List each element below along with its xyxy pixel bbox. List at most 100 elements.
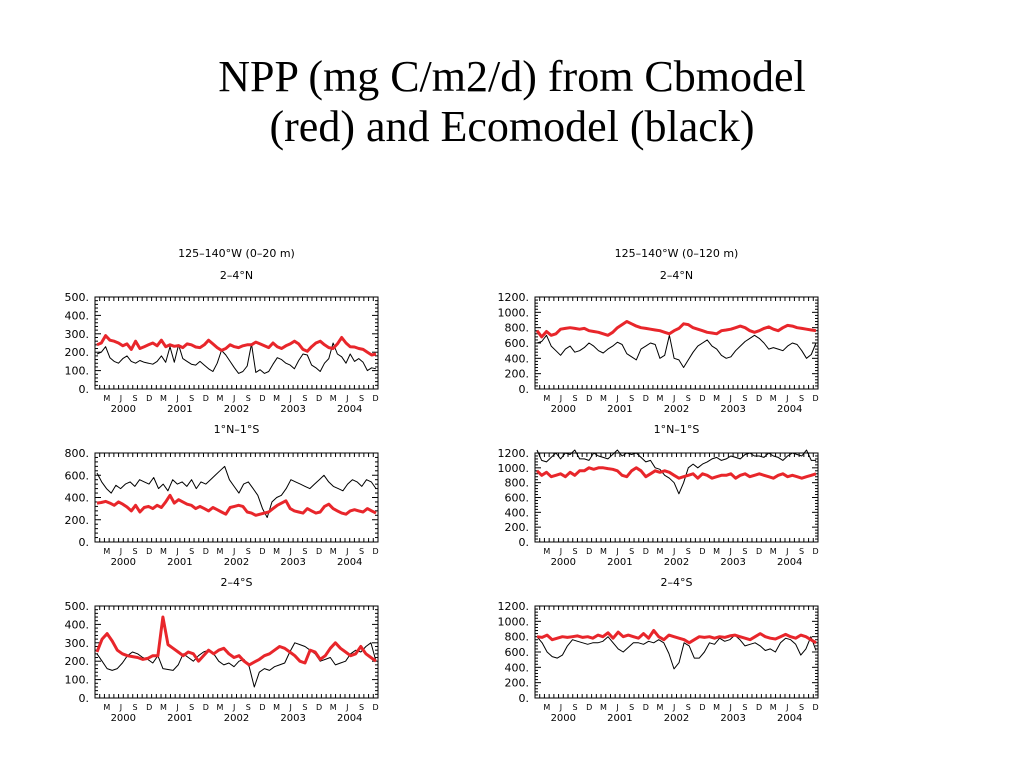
y-tick-label: 500. xyxy=(65,600,90,613)
year-label: 2004 xyxy=(337,557,362,568)
x-tick-label: J xyxy=(289,547,292,556)
year-label: 2000 xyxy=(111,713,136,724)
year-label: 2003 xyxy=(720,713,745,724)
year-label: 2003 xyxy=(280,713,305,724)
x-tick-label: S xyxy=(742,394,747,403)
x-tick-label: D xyxy=(643,394,649,403)
x-tick-label: M xyxy=(330,703,337,712)
x-tick-label: J xyxy=(672,547,675,556)
plot-frame xyxy=(94,605,379,699)
x-tick-label: S xyxy=(686,547,691,556)
y-tick-label: 400. xyxy=(65,492,90,505)
series-line-cbmodel xyxy=(96,334,377,357)
x-tick-label: D xyxy=(756,547,762,556)
x-tick-label: S xyxy=(246,703,251,712)
year-label: 2003 xyxy=(720,557,745,568)
x-tick-label: S xyxy=(189,547,194,556)
x-tick-label: J xyxy=(345,394,348,403)
x-tick-label: S xyxy=(359,547,364,556)
slide-title-line-1: NPP (mg C/m2/d) from Cbmodel xyxy=(218,52,806,101)
x-tick-label: J xyxy=(345,703,348,712)
x-tick-label: D xyxy=(203,547,209,556)
x-tick-label: S xyxy=(189,703,194,712)
y-tick-label: 600. xyxy=(65,469,90,482)
x-tick-label: M xyxy=(330,394,337,403)
y-tick-label: 800. xyxy=(505,631,530,644)
x-tick-label: J xyxy=(729,394,732,403)
x-tick-label: S xyxy=(189,394,194,403)
x-tick-label: J xyxy=(615,547,618,556)
x-tick-label: J xyxy=(615,394,618,403)
x-tick-label: S xyxy=(133,394,138,403)
x-tick-label: J xyxy=(232,394,235,403)
x-tick-label: J xyxy=(232,547,235,556)
x-tick-label: S xyxy=(573,394,578,403)
y-tick-label: 200. xyxy=(505,677,530,690)
x-tick-label: M xyxy=(273,703,280,712)
year-label: 2001 xyxy=(607,557,632,568)
x-tick-label: D xyxy=(813,703,819,712)
x-tick-label: D xyxy=(316,547,322,556)
x-tick-label: J xyxy=(785,547,788,556)
y-tick-label: 0. xyxy=(79,536,90,549)
x-tick-label: J xyxy=(175,703,178,712)
year-label: 2002 xyxy=(664,713,689,724)
year-label: 2004 xyxy=(777,404,802,415)
x-tick-label: M xyxy=(600,394,607,403)
year-label: 2003 xyxy=(720,404,745,415)
series-line-ecomodel xyxy=(96,342,377,374)
year-label: 2002 xyxy=(224,404,249,415)
x-tick-label: D xyxy=(586,703,592,712)
x-tick-label: M xyxy=(657,547,664,556)
x-tick-label: D xyxy=(756,703,762,712)
y-tick-label: 600. xyxy=(505,492,530,505)
x-tick-label: S xyxy=(742,703,747,712)
x-tick-label: D xyxy=(373,703,379,712)
x-tick-label: S xyxy=(133,703,138,712)
series-line-ecomodel xyxy=(96,465,377,518)
year-label: 2004 xyxy=(337,404,362,415)
x-tick-label: M xyxy=(160,547,167,556)
x-tick-label: D xyxy=(259,547,265,556)
x-tick-label: D xyxy=(756,394,762,403)
y-tick-label: 400. xyxy=(65,618,90,631)
year-label: 2004 xyxy=(337,713,362,724)
y-tick-label: 0. xyxy=(519,536,530,549)
year-label: 2000 xyxy=(551,713,576,724)
x-tick-label: J xyxy=(119,547,122,556)
y-tick-label: 300. xyxy=(65,328,90,341)
x-tick-label: D xyxy=(146,547,152,556)
year-label: 2000 xyxy=(551,404,576,415)
x-tick-label: M xyxy=(543,547,550,556)
y-tick-label: 600. xyxy=(505,337,530,350)
x-tick-label: D xyxy=(643,703,649,712)
x-tick-label: S xyxy=(359,394,364,403)
x-tick-label: J xyxy=(559,394,562,403)
x-tick-label: M xyxy=(543,394,550,403)
x-tick-label: J xyxy=(615,703,618,712)
x-tick-label: J xyxy=(175,394,178,403)
y-tick-label: 0. xyxy=(519,692,530,705)
y-tick-label: 800. xyxy=(65,447,90,460)
chart-subtitle: 2–4°S xyxy=(221,576,253,589)
x-tick-label: J xyxy=(785,703,788,712)
y-tick-label: 0. xyxy=(79,383,90,396)
y-tick-label: 200. xyxy=(505,521,530,534)
x-tick-label: M xyxy=(217,394,224,403)
year-label: 2001 xyxy=(607,713,632,724)
y-tick-label: 800. xyxy=(505,477,530,490)
x-tick-label: M xyxy=(273,547,280,556)
x-tick-label: J xyxy=(672,703,675,712)
x-tick-label: D xyxy=(813,547,819,556)
series-line-cbmodel xyxy=(536,629,817,645)
y-tick-label: 200. xyxy=(65,514,90,527)
x-tick-label: S xyxy=(629,394,634,403)
x-tick-label: S xyxy=(629,703,634,712)
year-label: 2003 xyxy=(280,404,305,415)
x-tick-label: D xyxy=(316,394,322,403)
y-tick-label: 800. xyxy=(505,322,530,335)
x-tick-label: J xyxy=(729,547,732,556)
y-tick-label: 1200. xyxy=(498,447,530,460)
